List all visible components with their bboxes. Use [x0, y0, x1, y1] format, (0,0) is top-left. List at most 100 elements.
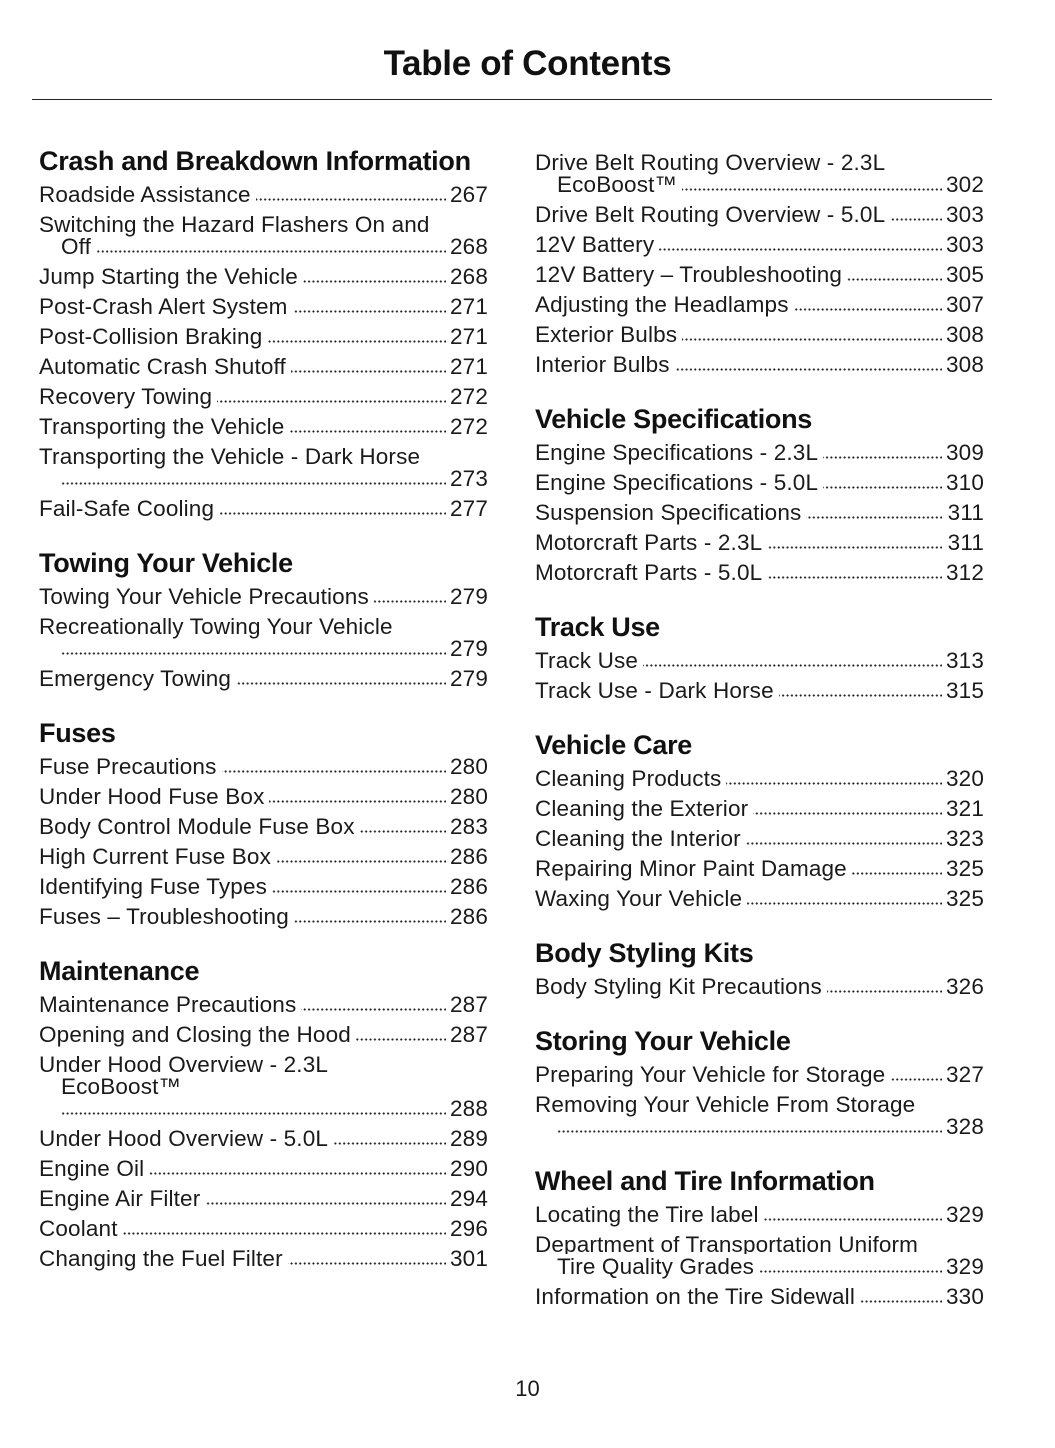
- entry-page-number: 267: [449, 182, 488, 207]
- toc-entry[interactable]: Engine Air Filter 294: [39, 1184, 488, 1214]
- entry-page-number: 308: [945, 352, 984, 377]
- entry-page-number: 308: [945, 322, 984, 347]
- toc-entry[interactable]: Identifying Fuse Types 286: [39, 872, 488, 902]
- entry-title: Fuse Precautions: [39, 754, 222, 779]
- toc-entry[interactable]: Preparing Your Vehicle for Storage 327: [535, 1060, 984, 1090]
- page-number: 10: [515, 1376, 540, 1401]
- toc-entry[interactable]: Cleaning the Interior 323: [535, 824, 984, 854]
- toc-entry[interactable]: Body Control Module Fuse Box 283: [39, 812, 488, 842]
- entry-page-number: 310: [945, 470, 984, 495]
- toc-entry[interactable]: Adjusting the Headlamps 307: [535, 290, 984, 320]
- entry-page-number: 283: [449, 814, 488, 839]
- dot-leader: [61, 1112, 446, 1115]
- entry-page-number: 320: [945, 766, 984, 791]
- toc-entry[interactable]: Coolant 296: [39, 1214, 488, 1244]
- dot-leader: [557, 842, 942, 845]
- entry-title: Body Styling Kit Precautions: [535, 974, 827, 999]
- entry-title: Post-Collision Braking: [39, 324, 268, 349]
- toc-entry[interactable]: Roadside Assistance 267: [39, 180, 488, 210]
- entry-title: Jump Starting the Vehicle: [39, 264, 303, 289]
- entry-page-number: 307: [945, 292, 984, 317]
- entry-title: Engine Air Filter: [39, 1186, 206, 1211]
- dot-leader: [557, 664, 942, 667]
- toc-entry[interactable]: Drive Belt Routing Overview - 2.3L EcoBo…: [535, 148, 984, 200]
- entry-page-number: 312: [945, 560, 984, 585]
- toc-entry[interactable]: Transporting the Vehicle 272: [39, 412, 488, 442]
- entry-page-number: 309: [945, 440, 984, 465]
- entry-title: Engine Specifications - 2.3L: [535, 440, 824, 465]
- toc-entry[interactable]: Emergency Towing 279: [39, 664, 488, 694]
- toc-entry[interactable]: Removing Your Vehicle From Storage 328: [535, 1090, 984, 1142]
- entry-title: Roadside Assistance: [39, 182, 256, 207]
- section-heading: Towing Your Vehicle: [39, 548, 293, 578]
- entry-title: Cleaning the Interior: [535, 826, 746, 851]
- entry-title: Repairing Minor Paint Damage: [535, 856, 852, 881]
- toc-entry[interactable]: 12V Battery 303: [535, 230, 984, 260]
- section-heading: Vehicle Care: [535, 730, 693, 760]
- toc-entry[interactable]: Department of Transportation Uniform Tir…: [535, 1230, 984, 1282]
- toc-entry[interactable]: Recovery Towing 272: [39, 382, 488, 412]
- toc-entry[interactable]: Body Styling Kit Precautions 326: [535, 972, 984, 1002]
- toc-entry[interactable]: Suspension Specifications 311: [535, 498, 984, 528]
- entry-page-number: 289: [449, 1126, 488, 1151]
- toc-entry[interactable]: Under Hood Overview - 2.3L EcoBoost™ 288: [39, 1050, 488, 1124]
- entry-page-number: 327: [945, 1062, 984, 1087]
- toc-entry[interactable]: Engine Specifications - 5.0L 310: [535, 468, 984, 498]
- toc-entry[interactable]: Post-Crash Alert System 271: [39, 292, 488, 322]
- toc-entry[interactable]: Under Hood Overview - 5.0L 289: [39, 1124, 488, 1154]
- dot-leader: [557, 188, 942, 191]
- toc-section: Vehicle Care Cleaning Products 320 Cleaning…: [535, 732, 984, 914]
- toc-entry[interactable]: Changing the Fuel Filter 301: [39, 1244, 488, 1274]
- toc-entry[interactable]: Under Hood Fuse Box 280: [39, 782, 488, 812]
- toc-entry[interactable]: 12V Battery – Troubleshooting 305: [535, 260, 984, 290]
- entry-title: Cleaning the Exterior: [535, 796, 754, 821]
- entry-title: Post-Crash Alert System: [39, 294, 293, 319]
- entry-title: Under Hood Overview - 2.3L EcoBoost™: [39, 1052, 329, 1099]
- toc-entry[interactable]: Transporting the Vehicle - Dark Horse 273: [39, 442, 488, 494]
- entry-page-number: 280: [449, 754, 488, 779]
- toc-entry[interactable]: Track Use 313: [535, 646, 984, 676]
- entry-title: Preparing Your Vehicle for Storage: [535, 1062, 891, 1087]
- toc-entry[interactable]: Drive Belt Routing Overview - 5.0L 303: [535, 200, 984, 230]
- toc-entry[interactable]: Waxing Your Vehicle 325: [535, 884, 984, 914]
- toc-entry[interactable]: Information on the Tire Sidewall 330: [535, 1282, 984, 1312]
- toc-entry[interactable]: High Current Fuse Box 286: [39, 842, 488, 872]
- entry-title: Track Use: [535, 648, 644, 673]
- entry-page-number: 325: [945, 886, 984, 911]
- toc-entry[interactable]: Towing Your Vehicle Precautions 279: [39, 582, 488, 612]
- toc-entry[interactable]: Switching the Hazard Flashers On and Off…: [39, 210, 488, 262]
- toc-entry[interactable]: Automatic Crash Shutoff 271: [39, 352, 488, 382]
- toc-entry[interactable]: Fuses – Troubleshooting 286: [39, 902, 488, 932]
- toc-entry[interactable]: Recreationally Towing Your Vehicle 279: [39, 612, 488, 664]
- toc-entry[interactable]: Repairing Minor Paint Damage 325: [535, 854, 984, 884]
- toc-entry[interactable]: Track Use - Dark Horse 315: [535, 676, 984, 706]
- entry-title: Fuses – Troubleshooting: [39, 904, 294, 929]
- dot-leader: [557, 1130, 942, 1133]
- entry-page-number: 313: [945, 648, 984, 673]
- entry-page-number: 279: [449, 666, 488, 691]
- toc-entry[interactable]: Maintenance Precautions 287: [39, 990, 488, 1020]
- entry-title: Automatic Crash Shutoff: [39, 354, 291, 379]
- entry-page-number: 288: [449, 1096, 488, 1121]
- toc-column-right: Drive Belt Routing Overview - 2.3L EcoBo…: [535, 148, 984, 1312]
- toc-entry[interactable]: Cleaning Products 320: [535, 764, 984, 794]
- toc-entry[interactable]: Engine Oil 290: [39, 1154, 488, 1184]
- toc-entry[interactable]: Motorcraft Parts - 5.0L 312: [535, 558, 984, 588]
- toc-column-left: Crash and Breakdown Information Roadside …: [39, 148, 488, 1274]
- toc-entry[interactable]: Interior Bulbs 308: [535, 350, 984, 380]
- toc-entry[interactable]: Post-Collision Braking 271: [39, 322, 488, 352]
- toc-entry[interactable]: Motorcraft Parts - 2.3L 311: [535, 528, 984, 558]
- entry-page-number: 271: [449, 354, 488, 379]
- entry-title: Engine Specifications - 5.0L: [535, 470, 824, 495]
- toc-entry[interactable]: Engine Specifications - 2.3L 309: [535, 438, 984, 468]
- toc-entry[interactable]: Exterior Bulbs 308: [535, 320, 984, 350]
- toc-entry[interactable]: Jump Starting the Vehicle 268: [39, 262, 488, 292]
- toc-section: Crash and Breakdown Information Roadside …: [39, 148, 488, 524]
- toc-entry[interactable]: Opening and Closing the Hood 287: [39, 1020, 488, 1050]
- toc-entry[interactable]: Locating the Tire label 329: [535, 1200, 984, 1230]
- entry-page-number: 330: [945, 1284, 984, 1309]
- toc-entry[interactable]: Cleaning the Exterior 321: [535, 794, 984, 824]
- dot-leader: [61, 482, 446, 485]
- toc-entry[interactable]: Fail-Safe Cooling 277: [39, 494, 488, 524]
- toc-entry[interactable]: Fuse Precautions 280: [39, 752, 488, 782]
